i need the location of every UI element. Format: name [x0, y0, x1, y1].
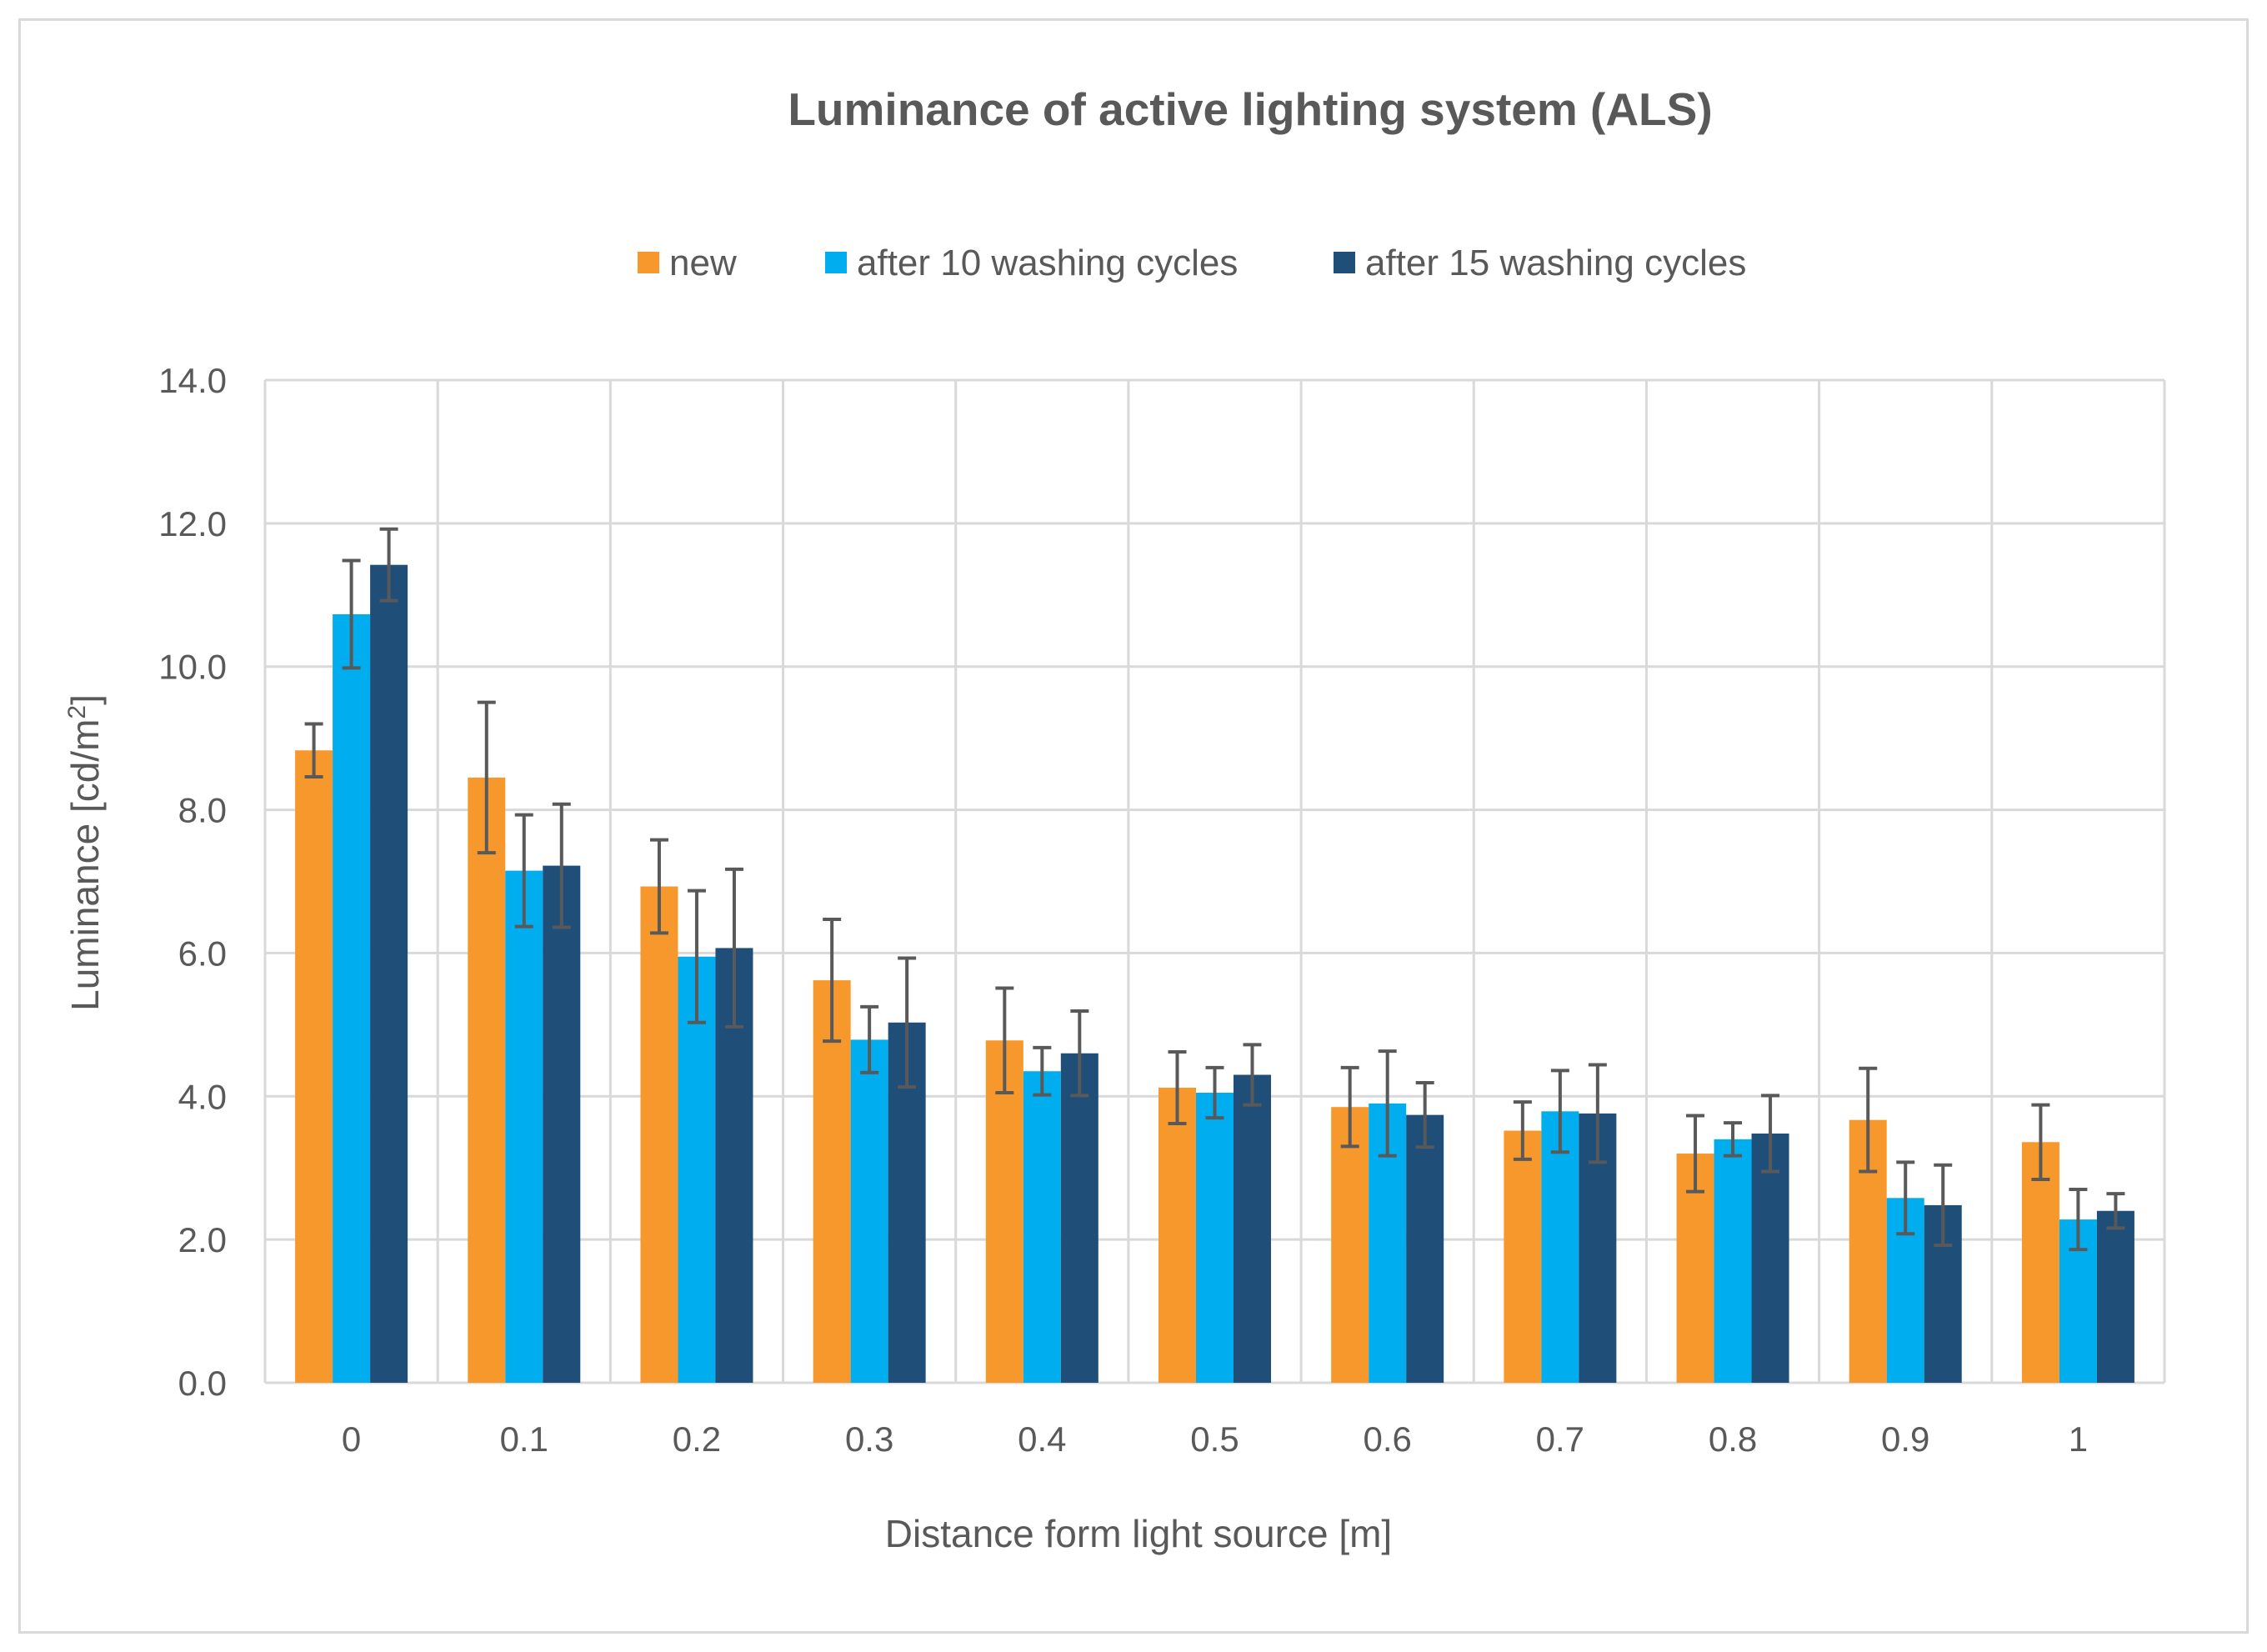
x-tick-label: 0.7 [1536, 1419, 1584, 1459]
error-bar [860, 1004, 879, 1074]
error-bar [995, 986, 1014, 1094]
x-tick-label: 0.8 [1709, 1419, 1757, 1459]
error-bar [898, 956, 917, 1089]
x-tick-label: 0.1 [500, 1419, 548, 1459]
error-bar [1205, 1065, 1224, 1120]
error-bar [2069, 1187, 2088, 1252]
error-bar [2031, 1103, 2050, 1181]
error-bar [1686, 1114, 1705, 1194]
y-tick-label: 10.0 [158, 648, 227, 687]
x-tick-label: 0.2 [673, 1419, 721, 1459]
legend-label: after 15 washing cycles [1365, 243, 1746, 283]
error-bar [379, 527, 398, 603]
bar [678, 956, 716, 1383]
error-bar [649, 838, 668, 935]
chart-legend: new after 10 washing cycles after 15 washi… [638, 243, 1746, 283]
error-bar [2106, 1192, 2125, 1230]
legend-item: after 10 washing cycles [825, 243, 1238, 283]
legend-label: after 10 washing cycles [857, 243, 1238, 283]
y-tick-label: 14.0 [158, 361, 227, 400]
error-bar [1415, 1080, 1434, 1149]
x-tick-label: 0.3 [845, 1419, 893, 1459]
error-bar [1033, 1045, 1052, 1097]
error-bar [477, 700, 496, 855]
error-bar [1934, 1163, 1953, 1248]
bar [2096, 1210, 2134, 1383]
x-axis-ticks: 0 0.1 0.2 0.3 0.4 0.5 0.6 0.7 0.8 0.9 1 [342, 1419, 2088, 1459]
error-bars [304, 527, 2125, 1252]
bar [1060, 1053, 1098, 1383]
bar [640, 886, 678, 1383]
error-bar [1859, 1066, 1878, 1174]
error-bar [1550, 1069, 1569, 1154]
bar [1504, 1130, 1542, 1383]
bar [1159, 1087, 1196, 1383]
x-tick-label: 0.5 [1190, 1419, 1239, 1459]
chart-title: Luminance of active lighting system (ALS… [788, 83, 1712, 135]
y-tick-label: 4.0 [178, 1077, 227, 1116]
y-tick-label: 6.0 [178, 934, 227, 973]
bar [1714, 1139, 1752, 1383]
bar [1541, 1111, 1579, 1383]
bar [813, 980, 851, 1383]
bar [1331, 1107, 1369, 1383]
y-axis-ticks: 0.0 2.0 4.0 6.0 8.0 10.0 12.0 14.0 [158, 361, 227, 1403]
error-bar [1588, 1063, 1607, 1164]
y-tick-label: 8.0 [178, 791, 227, 830]
bar [1751, 1133, 1789, 1383]
error-bar [552, 802, 571, 929]
error-bar [514, 813, 533, 929]
bar [985, 1040, 1023, 1383]
bar [505, 870, 543, 1383]
bar [850, 1039, 888, 1383]
error-bar [823, 918, 842, 1044]
error-bar [1896, 1160, 1915, 1236]
x-axis-label: Distance form light source [m] [885, 1512, 1392, 1555]
x-tick-label: 0.9 [1881, 1419, 1929, 1459]
error-bar [687, 889, 706, 1024]
bar [1023, 1071, 1061, 1383]
x-tick-label: 1 [2069, 1419, 2088, 1459]
error-bar [724, 867, 743, 1029]
bar [1234, 1074, 1271, 1383]
bar [2021, 1142, 2059, 1383]
error-bar [1724, 1121, 1743, 1158]
bar [1406, 1114, 1444, 1383]
x-tick-label: 0.4 [1018, 1419, 1066, 1459]
grid-lines [263, 378, 2166, 1384]
error-bar [304, 722, 323, 779]
bar [1196, 1092, 1234, 1383]
legend-item: after 15 washing cycles [1334, 243, 1746, 283]
x-tick-label: 0.6 [1363, 1419, 1411, 1459]
error-bar [1070, 1009, 1089, 1098]
bar [468, 777, 506, 1383]
y-tick-label: 0.0 [178, 1364, 227, 1403]
legend-swatch [638, 252, 659, 273]
bars [295, 564, 2134, 1383]
bar [370, 564, 408, 1383]
bar [333, 613, 371, 1383]
error-bar [1243, 1043, 1262, 1107]
y-axis-label: Luminance [cd/m2] [63, 694, 108, 1011]
legend-label: new [669, 243, 737, 283]
bar [295, 750, 333, 1383]
error-bar [1378, 1049, 1397, 1158]
legend-item: new [638, 243, 737, 283]
x-tick-label: 0 [342, 1419, 361, 1459]
error-bar [342, 558, 361, 670]
error-bar [1761, 1094, 1780, 1174]
y-tick-label: 12.0 [158, 504, 227, 543]
legend-swatch [825, 252, 847, 273]
error-bar [1340, 1065, 1359, 1149]
error-bar [1513, 1100, 1532, 1161]
bar [543, 865, 581, 1383]
legend-swatch [1334, 252, 1355, 273]
y-tick-label: 2.0 [178, 1220, 227, 1259]
error-bar [1168, 1050, 1187, 1125]
